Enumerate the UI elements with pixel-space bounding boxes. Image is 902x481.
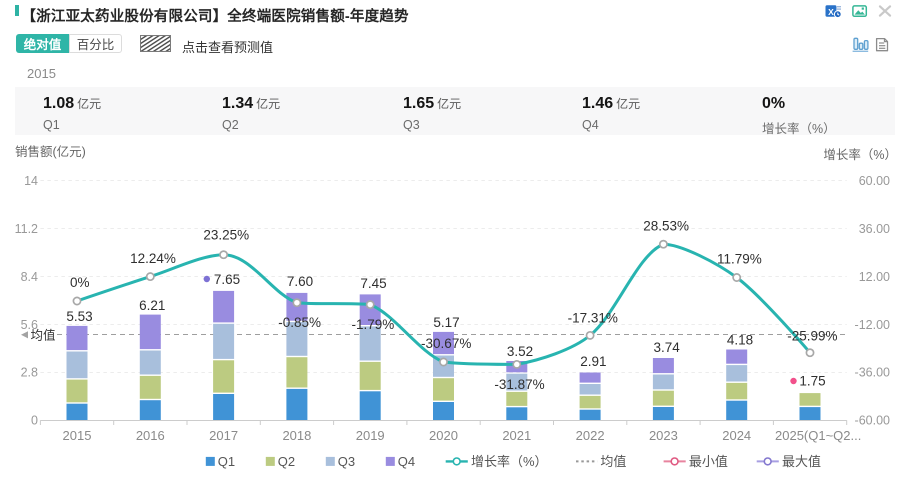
svg-text:4.18: 4.18 <box>727 333 753 348</box>
svg-text:28.53%: 28.53% <box>643 219 689 234</box>
svg-text:5.6: 5.6 <box>21 318 38 332</box>
svg-text:Q1: Q1 <box>218 454 235 469</box>
svg-text:2.91: 2.91 <box>580 354 606 369</box>
svg-text:12.00: 12.00 <box>859 270 890 284</box>
svg-text:2017: 2017 <box>209 428 238 443</box>
svg-text:-31.87%: -31.87% <box>494 377 544 392</box>
svg-text:6.21: 6.21 <box>139 298 165 313</box>
svg-text:3.74: 3.74 <box>653 340 680 355</box>
svg-text:11.2: 11.2 <box>15 222 38 236</box>
svg-text:0: 0 <box>31 414 38 428</box>
svg-text:均值: 均值 <box>31 327 56 342</box>
svg-text:2024: 2024 <box>722 428 751 443</box>
svg-text:36.00: 36.00 <box>859 222 890 236</box>
svg-text:2.8: 2.8 <box>21 366 38 380</box>
svg-text:X: X <box>828 7 834 17</box>
svg-text:-17.31%: -17.31% <box>568 311 618 326</box>
svg-text:-12.00: -12.00 <box>855 318 890 332</box>
svg-text:2023: 2023 <box>649 428 678 443</box>
svg-text:Q2: Q2 <box>278 454 295 469</box>
svg-text:2020: 2020 <box>429 428 458 443</box>
svg-text:23.25%: 23.25% <box>203 228 249 243</box>
svg-text:2016: 2016 <box>136 428 165 443</box>
svg-text:增长率（%）: 增长率（%） <box>471 454 548 469</box>
svg-text:-30.67%: -30.67% <box>421 336 471 351</box>
svg-text:增长率（%）: 增长率（%） <box>823 147 897 162</box>
svg-text:-1.79%: -1.79% <box>352 317 395 332</box>
svg-text:销售额(亿元): 销售额(亿元) <box>15 144 86 159</box>
svg-text:0%: 0% <box>70 275 90 290</box>
svg-text:-25.99%: -25.99% <box>787 329 837 344</box>
svg-text:均值: 均值 <box>600 454 626 469</box>
svg-text:60.00: 60.00 <box>859 174 890 188</box>
svg-text:3.52: 3.52 <box>507 344 533 359</box>
svg-text:2025(Q1~Q2...: 2025(Q1~Q2... <box>775 428 861 443</box>
svg-text:7.65: 7.65 <box>214 272 240 287</box>
svg-text:-36.00: -36.00 <box>855 366 890 380</box>
svg-text:7.60: 7.60 <box>287 274 313 289</box>
svg-text:Q4: Q4 <box>398 454 415 469</box>
svg-text:2015: 2015 <box>63 428 92 443</box>
svg-text:Q3: Q3 <box>338 454 355 469</box>
svg-text:7.45: 7.45 <box>360 276 386 291</box>
svg-text:2019: 2019 <box>356 428 385 443</box>
svg-text:8.4: 8.4 <box>21 270 38 284</box>
svg-text:2022: 2022 <box>576 428 605 443</box>
svg-text:11.79%: 11.79% <box>717 252 762 267</box>
svg-text:2018: 2018 <box>282 428 311 443</box>
svg-text:5.17: 5.17 <box>433 315 459 330</box>
svg-text:最小值: 最小值 <box>689 454 728 469</box>
svg-text:2021: 2021 <box>502 428 531 443</box>
svg-text:-60.00: -60.00 <box>855 414 890 428</box>
svg-text:12.24%: 12.24% <box>130 251 176 266</box>
svg-text:1.75: 1.75 <box>799 374 825 389</box>
svg-text:5.53: 5.53 <box>66 309 92 324</box>
svg-text:14: 14 <box>24 174 38 188</box>
svg-text:最大值: 最大值 <box>782 454 821 469</box>
svg-text:-0.85%: -0.85% <box>278 315 321 330</box>
